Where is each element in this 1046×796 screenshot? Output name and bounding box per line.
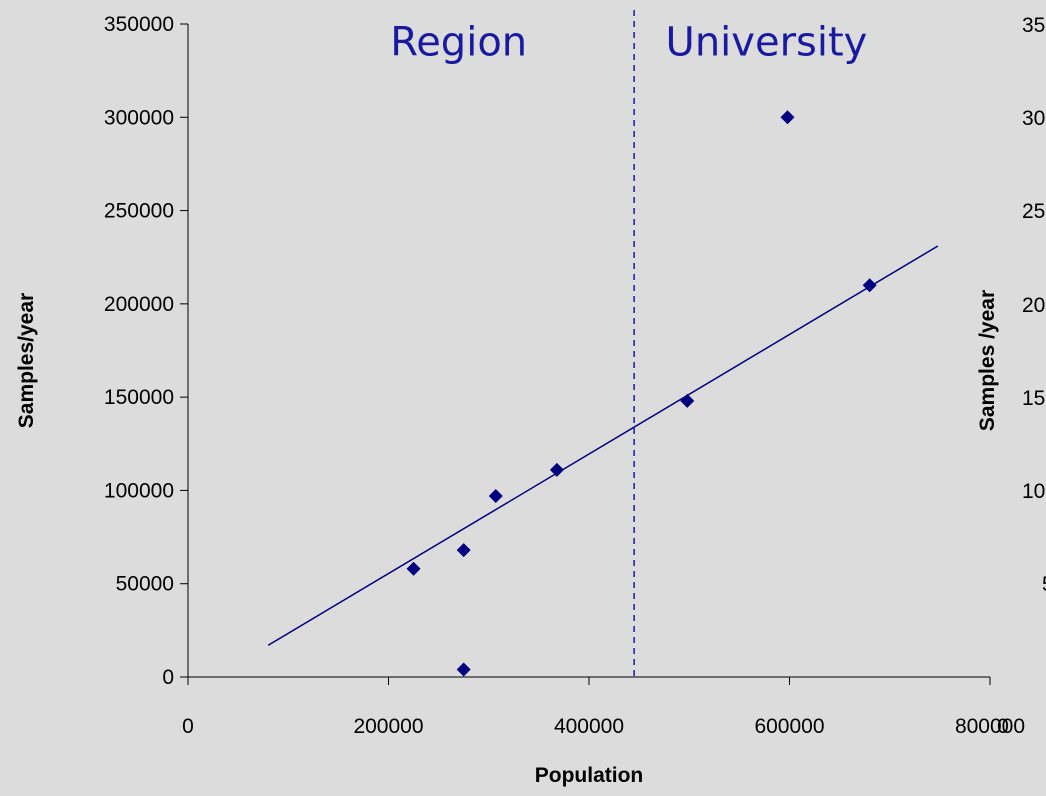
data-point: [780, 110, 795, 125]
axes: [187, 24, 990, 678]
second-chart-y-axis-title: Samples /year: [976, 290, 999, 431]
second-chart-y-tick-label: 5: [1042, 573, 1046, 596]
y-tick-label: 50000: [116, 573, 174, 596]
data-point: [406, 561, 421, 576]
trendline: [267, 245, 939, 646]
y-tick-label: 250000: [104, 200, 174, 223]
data-point: [456, 543, 471, 558]
second-chart-y-tick-label: 15: [1022, 387, 1045, 410]
region-label: Region: [390, 20, 527, 66]
second-chart-x-tick-label: 0: [997, 715, 1009, 738]
second-chart-ticks: 35 30 25 20 15 10 5 0: [997, 14, 1046, 738]
x-tick-label: 200000: [353, 715, 423, 738]
second-chart-y-tick-label: 35: [1022, 14, 1045, 37]
ticks: 0 50000 100000 150000 200000 250000 300000 3500…: [104, 13, 1025, 738]
second-chart-y-tick-label: 30: [1022, 107, 1045, 130]
x-axis-title: Population: [535, 764, 644, 787]
second-chart-y-tick-label: 10: [1022, 480, 1045, 503]
y-tick-label: 150000: [104, 386, 174, 409]
y-tick-label: 100000: [104, 479, 174, 502]
points-group: [406, 110, 877, 677]
y-tick-label: 300000: [104, 106, 174, 129]
trendline-group: [267, 245, 939, 646]
data-point: [456, 662, 471, 677]
x-tick-label: 600000: [754, 715, 824, 738]
x-tick-label: 800000: [955, 715, 1025, 738]
data-point: [549, 462, 564, 477]
second-chart-y-tick-label: 25: [1022, 200, 1045, 223]
y-axis-title: Samples/year: [15, 293, 38, 428]
y-tick-label: 0: [162, 666, 174, 689]
labels-group: Region University: [390, 20, 867, 66]
y-tick-label: 200000: [104, 293, 174, 316]
data-point: [488, 489, 503, 504]
data-point: [680, 393, 695, 408]
university-label: University: [666, 20, 868, 66]
second-chart-y-tick-label: 20: [1022, 294, 1045, 317]
y-tick-label: 350000: [104, 13, 174, 36]
x-tick-label: 400000: [554, 715, 624, 738]
data-point: [862, 278, 877, 293]
x-tick-label: 0: [182, 715, 194, 738]
